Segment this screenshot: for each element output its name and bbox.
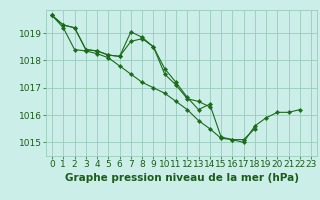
X-axis label: Graphe pression niveau de la mer (hPa): Graphe pression niveau de la mer (hPa) [65,173,299,183]
